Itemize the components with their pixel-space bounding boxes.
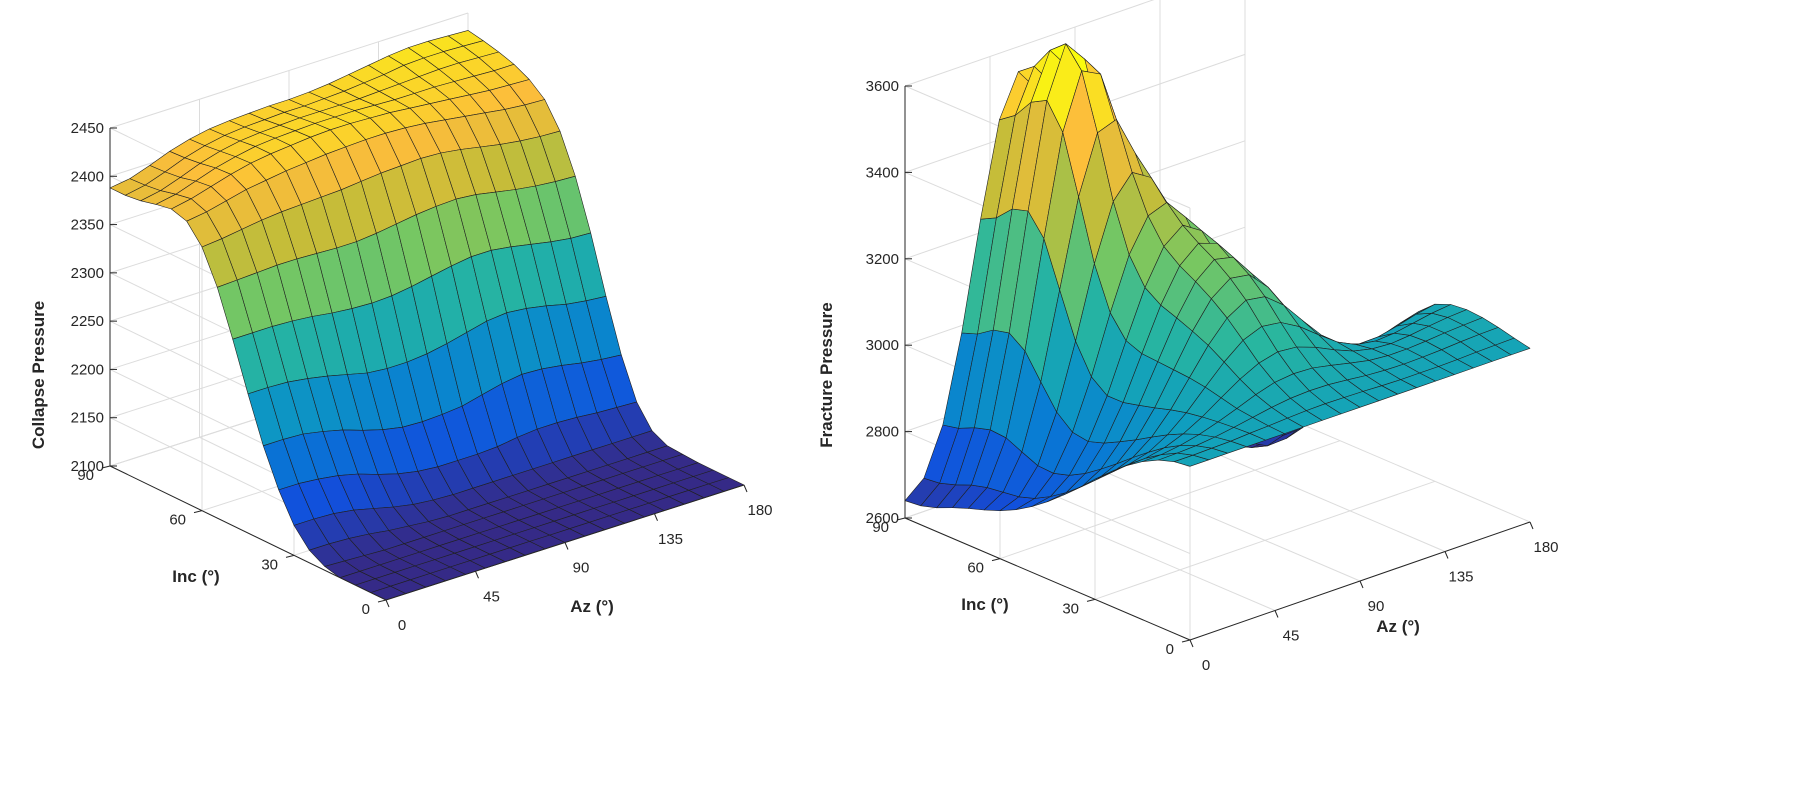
collapse-z-tick-label: 2100 (71, 458, 104, 475)
fracture-x-tick (1359, 580, 1364, 589)
collapse-y-tick-label: 0 (362, 601, 370, 618)
fracture-y-tick (1181, 639, 1191, 643)
fracture-y-axis (904, 517, 1191, 641)
fracture-x-tick (1529, 521, 1534, 530)
collapse-x-tick (475, 571, 479, 579)
fracture-y-tick-label: 0 (1166, 641, 1174, 658)
fracture-z-tick-label: 3400 (866, 164, 899, 181)
collapse-y-tick (377, 599, 387, 603)
fracture-axes (896, 85, 1534, 648)
fracture-x-tick-label: 0 (1202, 657, 1210, 674)
collapse-x-tick-label: 45 (483, 588, 500, 605)
fracture-x-tick (1189, 639, 1194, 648)
fracture-z-tick-label: 2600 (866, 510, 899, 527)
collapse-z-tick-label: 2400 (71, 168, 104, 185)
collapse-x-tick (654, 513, 658, 521)
collapse-x-tick-label: 0 (398, 617, 406, 634)
fracture-y-tick (1086, 598, 1096, 602)
fracture-zlabel: Fracture Pressure (817, 302, 836, 448)
fracture-x-tick-label: 90 (1368, 598, 1385, 615)
collapse-z-tick-label: 2200 (71, 361, 104, 378)
fracture-x-tick (1274, 610, 1279, 618)
collapse-xlabel: Az (°) (570, 597, 614, 616)
fracture-grid-line (1094, 480, 1436, 600)
fracture-y-tick-label: 60 (967, 560, 984, 577)
collapse-z-tick-label: 2150 (71, 410, 104, 427)
fracture-y-tick (896, 517, 906, 521)
fracture-z-tick-label: 3600 (866, 78, 899, 95)
fracture-xlabel: Az (°) (1376, 617, 1420, 636)
collapse-x-tick-label: 90 (573, 560, 590, 577)
collapse-tick-labels: 0459013518003060902100215022002250230023… (71, 120, 773, 634)
collapse-y-tick (193, 510, 203, 514)
collapse-z-tick-label: 2250 (71, 313, 104, 330)
collapse-x-tick (743, 484, 748, 493)
fracture-y-tick-label: 30 (1062, 600, 1079, 617)
fracture-z-tick-label: 2800 (866, 424, 899, 441)
fracture-x-tick-label: 180 (1533, 539, 1558, 556)
collapse-x-tick (385, 599, 390, 608)
fracture-z-tick-label: 3000 (866, 337, 899, 354)
fracture-y-tick-label: 90 (872, 519, 889, 536)
fracture-y-tick (991, 558, 1001, 562)
collapse-y-tick (285, 554, 295, 558)
collapse-surface (109, 30, 745, 601)
fracture-surface-patch (1495, 337, 1531, 356)
fracture-grid-line (1074, 458, 1361, 582)
fracture-pressure-plot: 0459013518003060902600280030003200340036… (817, 0, 1559, 674)
collapse-pressure-plot: 0459013518003060902100215022002250230023… (29, 12, 773, 634)
collapse-y-tick-label: 30 (261, 556, 278, 573)
collapse-x-tick-label: 135 (658, 531, 683, 548)
collapse-y-tick-label: 90 (77, 467, 94, 484)
collapse-z-tick-label: 2450 (71, 120, 104, 137)
fracture-z-tick-label: 3200 (866, 251, 899, 268)
fracture-x-tick-label: 45 (1283, 628, 1300, 645)
fracture-ylabel: Inc (°) (961, 595, 1008, 614)
collapse-y-tick-label: 60 (169, 512, 186, 529)
collapse-x-tick-label: 180 (747, 502, 772, 519)
fracture-x-tick-label: 135 (1448, 569, 1473, 586)
fracture-grid-line (989, 488, 1276, 611)
collapse-y-axis (109, 465, 387, 601)
fracture-surface (904, 43, 1531, 512)
fracture-x-tick (1444, 551, 1449, 559)
collapse-ylabel: Inc (°) (172, 567, 219, 586)
fracture-grid-line (999, 440, 1341, 560)
collapse-z-tick-label: 2350 (71, 217, 104, 234)
collapse-x-tick (564, 542, 569, 550)
collapse-y-tick (101, 465, 111, 469)
collapse-zlabel: Collapse Pressure (29, 301, 48, 449)
collapse-z-tick-label: 2300 (71, 265, 104, 282)
collapse-axes (101, 127, 748, 608)
fracture-tick-labels: 0459013518003060902600280030003200340036… (866, 78, 1559, 674)
